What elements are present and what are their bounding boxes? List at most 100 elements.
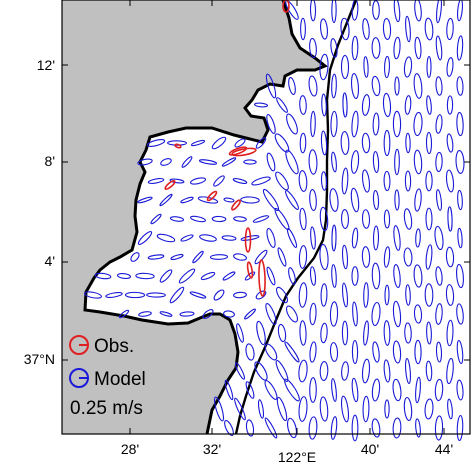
model-ellipse [361,169,371,193]
model-ellipse [118,309,130,319]
model-ellipse [414,339,422,365]
model-ellipse [309,188,317,212]
model-ellipse [330,38,338,58]
model-ellipse [264,417,278,439]
model-ellipse [299,95,307,115]
model-ellipse [371,301,381,327]
model-ellipse [277,247,287,267]
model-ellipse [392,300,402,328]
model-ellipse [310,226,316,250]
model-ellipse [340,209,350,229]
model-ellipse [435,151,443,173]
x-tick-label-28: 28' [121,441,139,457]
model-ellipse [147,178,165,184]
model-ellipse [286,113,298,135]
model-ellipse [384,284,390,306]
model-ellipse [363,282,369,308]
model-ellipse [150,213,162,225]
model-ellipse [392,378,402,402]
model-ellipse [319,243,329,271]
model-ellipse [130,252,140,262]
legend-model-label: Model [94,369,146,390]
model-ellipse [382,18,392,40]
model-ellipse [266,228,276,248]
model-ellipse [234,138,246,148]
model-ellipse [198,159,218,165]
model-ellipse [371,75,381,97]
model-ellipse [223,310,235,318]
model-ellipse [284,341,300,363]
model-ellipse [266,114,276,134]
model-ellipse [330,110,338,138]
model-ellipse [169,286,185,304]
model-ellipse [383,209,391,229]
model-ellipse [213,289,225,301]
model-ellipse [274,133,290,153]
x-tick-label-40: 40' [361,441,379,457]
model-ellipse [146,139,166,147]
model-ellipse [308,75,318,97]
model-ellipse [159,311,173,317]
model-ellipse [167,140,187,146]
model-ellipse [445,284,455,306]
model-ellipse [224,379,234,401]
model-ellipse [257,399,265,419]
model-ellipse [320,130,328,156]
model-ellipse [284,378,300,402]
model-ellipse [415,228,421,248]
model-ellipse [211,136,227,150]
model-ellipse [265,302,277,326]
model-ellipse [351,377,359,403]
model-ellipse [404,95,412,115]
model-ellipse [350,187,360,213]
observed-ellipse [246,261,254,279]
model-ellipse [299,320,307,346]
model-ellipses [84,0,465,442]
y-tick-label-37n: 37°N [24,351,55,367]
model-ellipse [84,291,102,299]
model-ellipse [265,73,277,99]
model-ellipse [403,56,413,78]
model-ellipse [342,92,348,118]
model-ellipse [361,358,371,384]
model-ellipse [308,416,318,440]
model-ellipse [363,320,369,346]
model-ellipse [392,110,402,138]
model-ellipse [266,152,276,172]
model-ellipse [341,320,349,346]
model-ellipse [275,171,289,191]
model-ellipse [276,396,288,422]
model-ellipse [105,292,123,298]
model-ellipse [435,114,443,134]
model-ellipse [277,323,287,343]
model-ellipse [383,170,391,192]
model-ellipse [350,150,360,174]
model-ellipse [253,102,269,108]
model-ellipse [435,76,443,96]
x-tick-label-44: 44' [435,441,453,457]
model-ellipse [240,196,260,204]
model-ellipse [394,189,400,211]
model-ellipse [392,340,402,364]
model-ellipse [138,311,152,317]
model-ellipse [137,158,153,166]
model-ellipse [384,55,390,79]
model-ellipse [190,139,206,147]
model-ellipse [169,178,185,184]
model-ellipse [436,0,442,24]
model-ellipse [393,36,401,60]
model-ellipse [286,417,298,439]
model-ellipse [435,35,443,61]
observed-ellipse [174,143,182,149]
model-ellipse [245,419,255,437]
observed-ellipse [231,199,241,211]
model-ellipse [319,18,329,40]
model-ellipse [256,320,266,346]
model-ellipse [309,341,317,363]
model-ellipse [233,216,247,222]
legend-observed-label: Obs. [94,336,134,357]
model-ellipse [426,56,432,78]
model-ellipse [413,304,423,324]
model-ellipse [146,292,166,298]
model-ellipse [457,0,463,22]
